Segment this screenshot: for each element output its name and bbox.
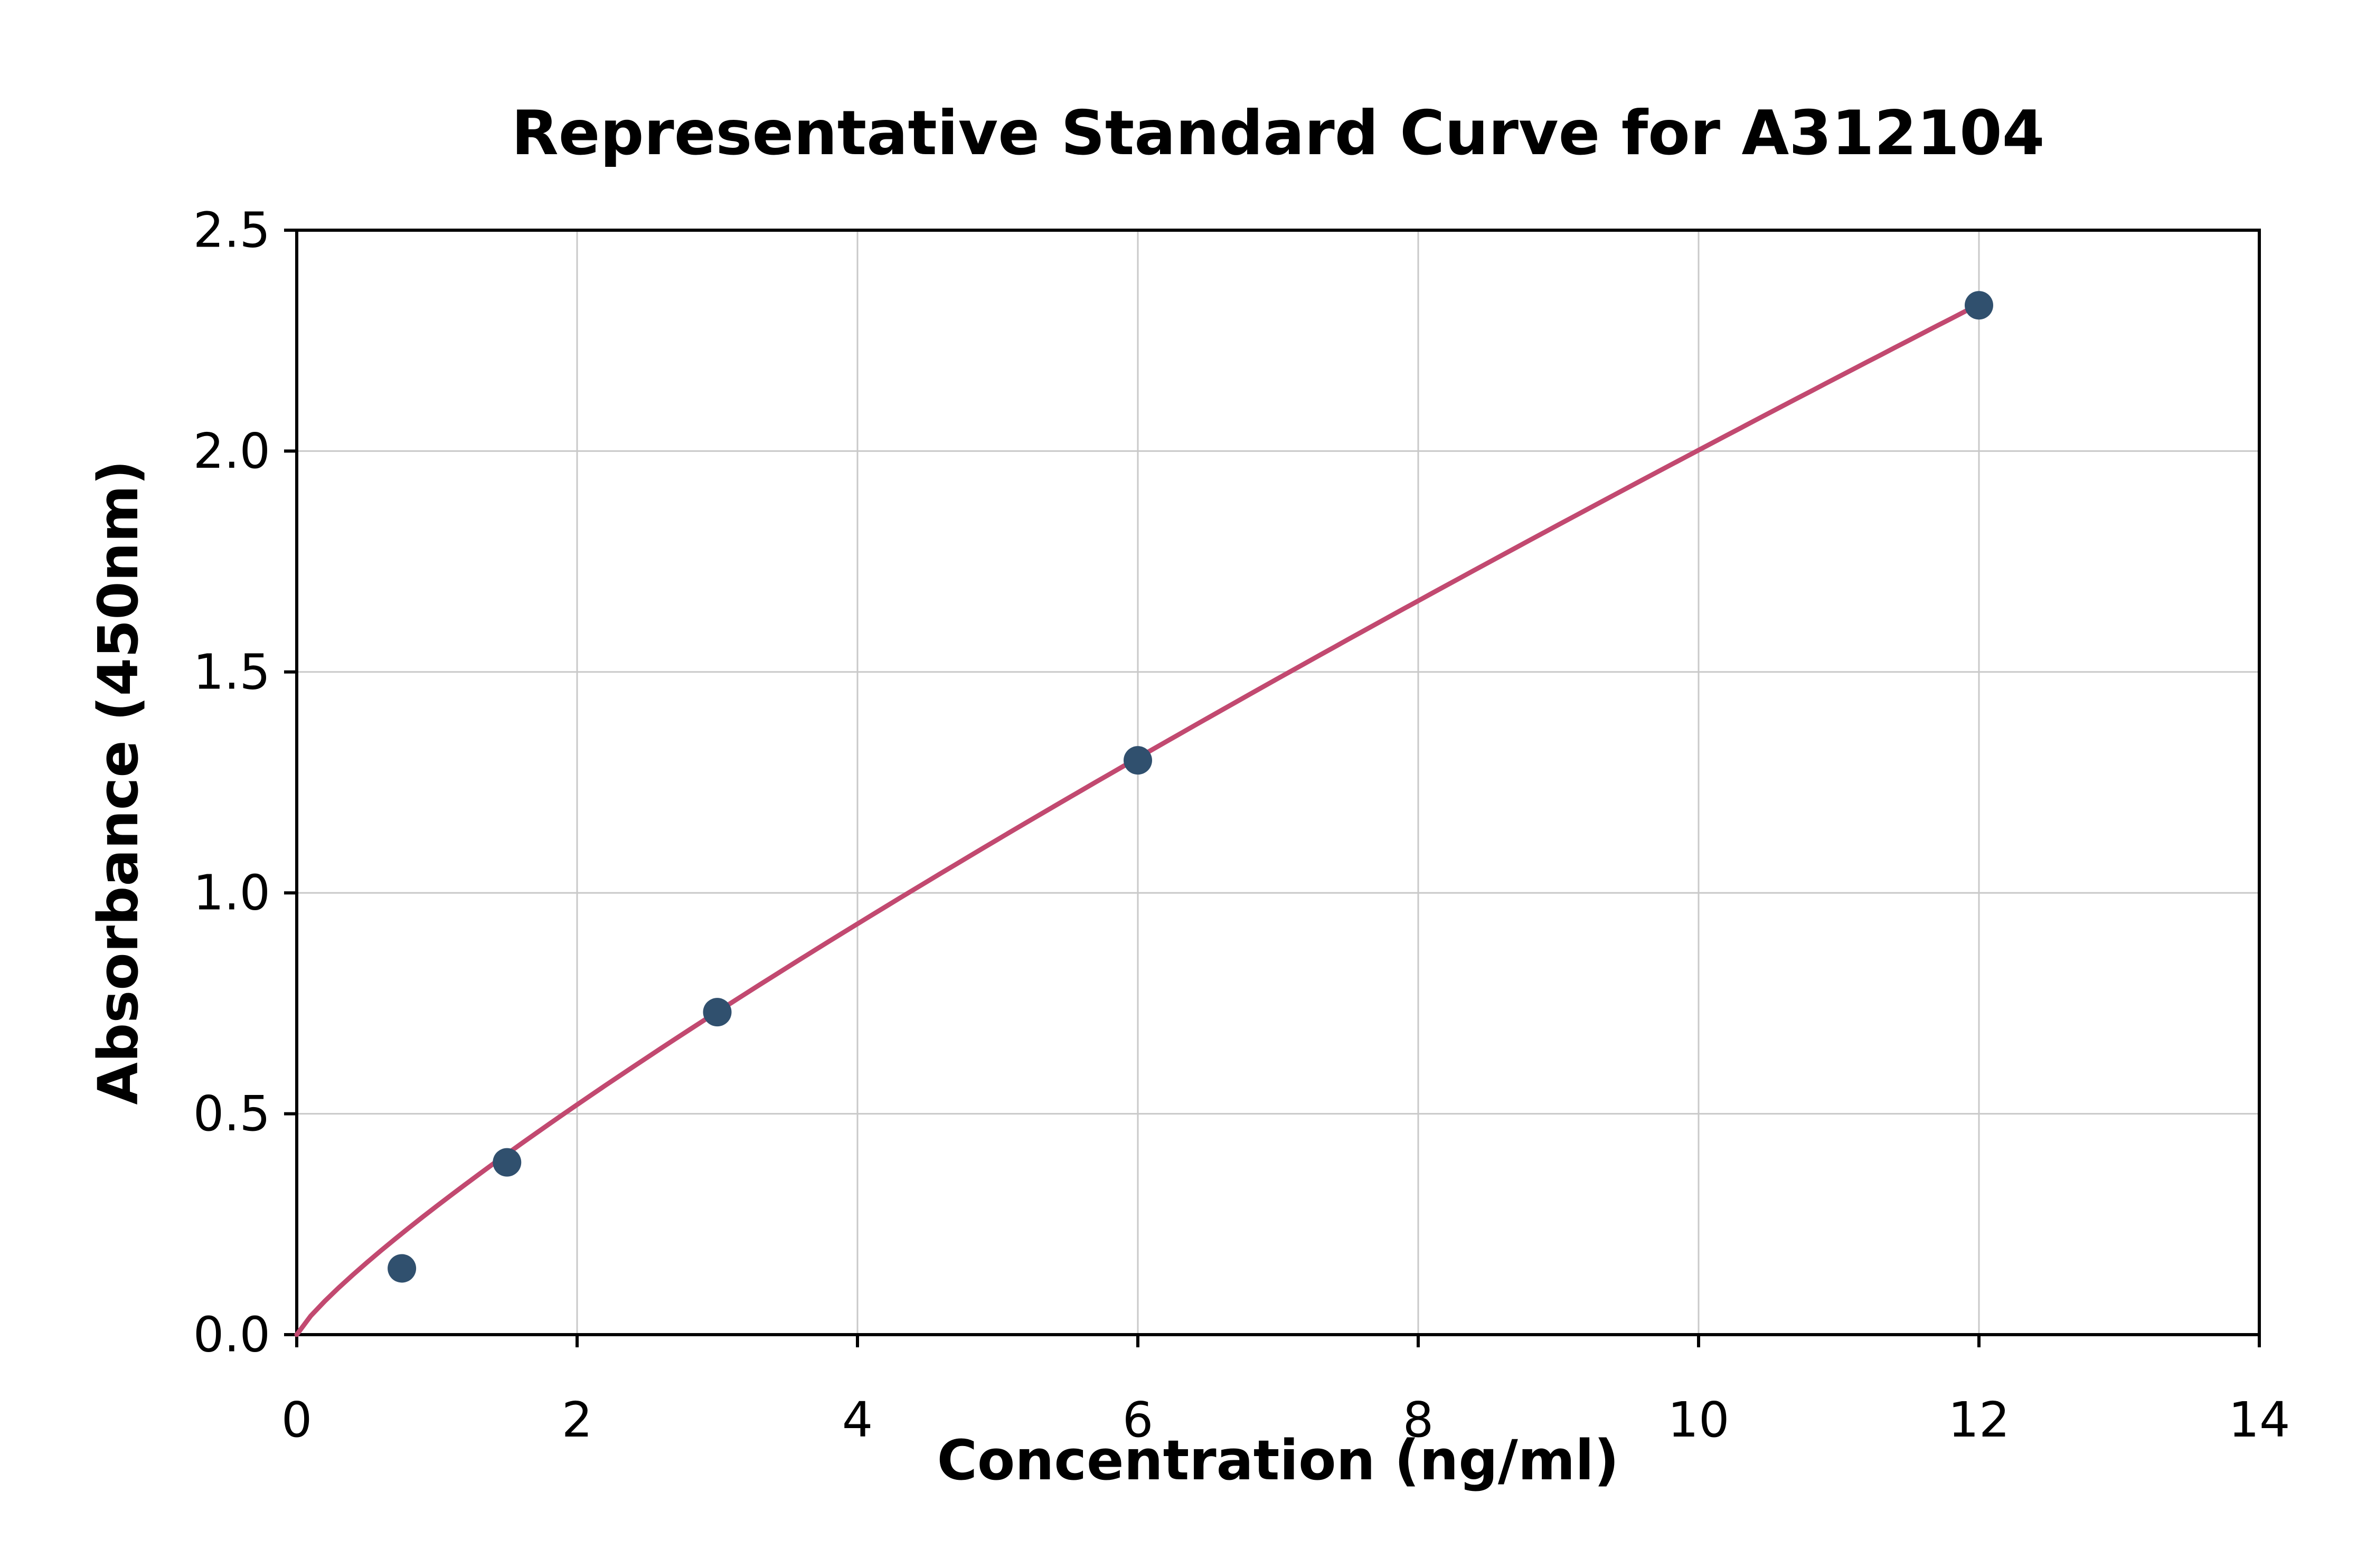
x-tick-label: 8 <box>1403 1392 1434 1448</box>
y-tick-label: 2.5 <box>193 202 270 259</box>
data-point <box>703 998 732 1027</box>
y-tick-label: 1.0 <box>193 865 270 921</box>
data-point <box>1965 291 1993 320</box>
x-tick-label: 10 <box>1667 1392 1729 1448</box>
chart-title: Representative Standard Curve for A31210… <box>511 98 2045 169</box>
x-axis-label: Concentration (ng/ml) <box>937 1428 1619 1493</box>
data-point <box>1124 746 1152 775</box>
y-tick-label: 2.0 <box>193 423 270 479</box>
data-point <box>388 1254 417 1283</box>
x-tick-label: 14 <box>2228 1392 2290 1448</box>
x-tick-label: 12 <box>1948 1392 2010 1448</box>
y-tick-label: 0.5 <box>193 1085 270 1142</box>
data-point <box>493 1148 522 1177</box>
y-tick-label: 0.0 <box>193 1307 270 1363</box>
x-tick-label: 0 <box>281 1392 313 1448</box>
x-tick-label: 4 <box>842 1392 873 1448</box>
y-tick-label: 1.5 <box>193 644 270 700</box>
y-axis-label: Absorbance (450nm) <box>86 460 150 1105</box>
x-tick-label: 6 <box>1123 1392 1154 1448</box>
x-tick-label: 2 <box>562 1392 593 1448</box>
axes-frame <box>295 229 2261 1336</box>
